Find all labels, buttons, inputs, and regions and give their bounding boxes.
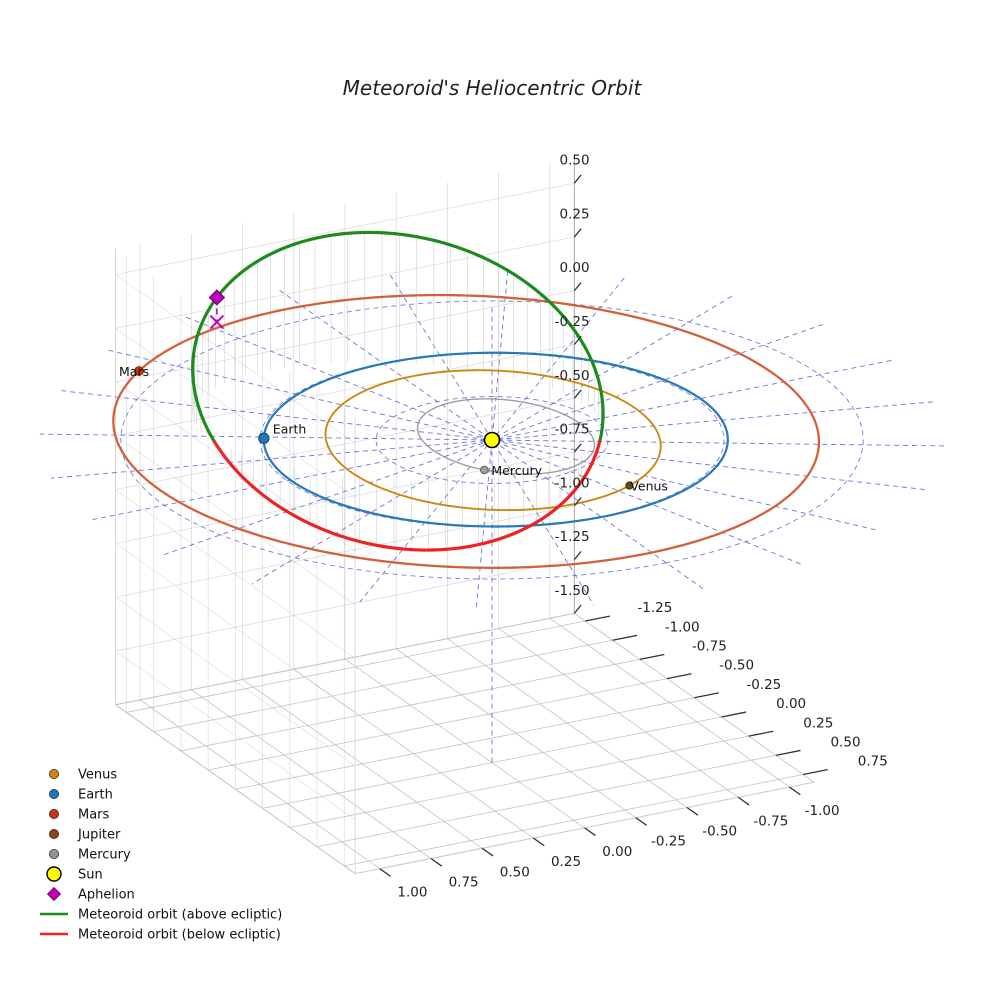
y-tick-0: -1.00 — [805, 803, 840, 819]
planet-label-earth: Earth — [273, 421, 307, 436]
x-tick-0: -1.25 — [637, 600, 672, 616]
legend-item[interactable]: Mercury — [48, 848, 131, 863]
legend-dot-icon — [48, 829, 59, 840]
planet-orbits — [112, 293, 821, 569]
x-tick-3: -0.50 — [719, 658, 754, 674]
x-tick-5: 0.00 — [776, 696, 806, 712]
legend-dot-icon — [48, 768, 59, 779]
legend-dot-icon — [48, 809, 59, 820]
z-tick-2: 0.00 — [560, 260, 590, 276]
legend-label: Sun — [78, 868, 103, 883]
y-tick-2: -0.50 — [702, 824, 737, 840]
y-tick-1: -0.75 — [753, 813, 788, 829]
legend-item[interactable]: Mars — [48, 808, 110, 823]
droplines — [192, 232, 604, 551]
legend-item[interactable]: Earth — [48, 788, 113, 803]
z-tick-0: 0.50 — [560, 153, 590, 169]
legend: Venus Earth Mars Jupiter Mercury Sun Aphelion M… — [40, 768, 282, 943]
guide-lines — [39, 270, 945, 763]
planet-label-venus: Venus — [630, 479, 668, 494]
y-tick-6: 0.50 — [500, 864, 530, 880]
z-tick-6: -1.00 — [555, 475, 590, 491]
meteoroid-orbit — [191, 230, 605, 552]
z-tick-1: 0.25 — [560, 206, 590, 222]
axes-grid — [114, 157, 816, 875]
z-tick-4: -0.50 — [555, 368, 590, 384]
legend-diamond-icon — [46, 886, 62, 902]
legend-dot-icon — [48, 788, 59, 799]
z-tick-7: -1.25 — [555, 529, 590, 545]
venus-marker — [625, 481, 634, 490]
legend-item[interactable]: Sun — [46, 866, 103, 883]
x-tick-7: 0.50 — [830, 735, 860, 751]
x-tick-4: -0.25 — [746, 677, 781, 693]
x-tick-1: -1.00 — [665, 619, 700, 635]
planet-label-mars: Mars — [119, 364, 149, 379]
body-markers: Earth Mercury Venus Mars — [119, 289, 668, 494]
y-tick-4: 0.00 — [602, 844, 632, 860]
y-tick-8: 1.00 — [397, 885, 427, 901]
legend-item[interactable]: Venus — [48, 768, 117, 783]
legend-item[interactable]: Jupiter — [48, 828, 121, 843]
page-title: Meteoroid's Heliocentric Orbit — [343, 76, 643, 100]
aphelion-marker — [208, 289, 226, 306]
legend-label: Meteoroid orbit (below ecliptic) — [78, 928, 281, 943]
x-tick-2: -0.75 — [692, 639, 727, 655]
z-tick-3: -0.25 — [555, 314, 590, 330]
legend-sun-icon — [46, 866, 62, 882]
legend-label: Venus — [78, 768, 117, 783]
aphelion-projection-icon — [209, 314, 225, 330]
mars-marker — [134, 366, 144, 376]
planet-label-mercury: Mercury — [491, 463, 542, 478]
x-tick-6: 0.25 — [803, 715, 833, 731]
y-tick-5: 0.25 — [551, 854, 581, 870]
legend-dot-icon — [48, 849, 59, 860]
legend-label: Aphelion — [78, 888, 135, 903]
y-tick-3: -0.25 — [651, 834, 686, 850]
x-tick-8: 0.75 — [858, 754, 888, 770]
axis-tick-labels: -1.25 -1.00 -0.75 -0.50 -0.25 0.00 0.25 0.50 0.7… — [379, 153, 888, 901]
mercury-marker — [480, 465, 489, 475]
legend-item[interactable]: Aphelion — [46, 886, 135, 903]
y-tick-7: 0.75 — [449, 875, 479, 891]
legend-label: Mars — [78, 808, 110, 823]
legend-label: Mercury — [78, 848, 131, 863]
z-tick-8: -1.50 — [555, 583, 590, 599]
earth-marker — [258, 432, 270, 444]
sun-marker — [483, 431, 501, 449]
legend-label: Jupiter — [77, 828, 121, 843]
legend-label: Meteoroid orbit (above ecliptic) — [78, 908, 282, 923]
z-tick-5: -0.75 — [555, 422, 590, 438]
legend-item[interactable]: Meteoroid orbit (above ecliptic) — [40, 908, 282, 923]
legend-item[interactable]: Meteoroid orbit (below ecliptic) — [40, 928, 281, 943]
legend-label: Earth — [78, 788, 113, 803]
